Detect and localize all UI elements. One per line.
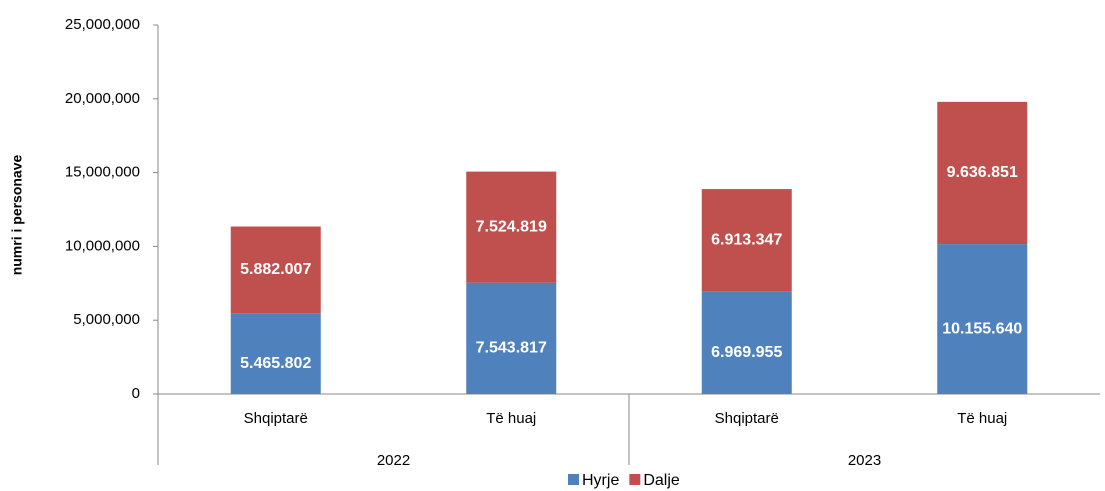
y-tick-label: 5,000,000 <box>73 311 140 328</box>
x-tick-label: Të huaj <box>957 410 1007 427</box>
bar-segment <box>937 101 1028 245</box>
data-label: 7.524.819 <box>476 218 547 235</box>
data-label: 5.465.802 <box>240 355 311 372</box>
data-label: 6.913.347 <box>711 231 782 248</box>
x-tick-label: Të huaj <box>486 410 536 427</box>
group-label: 2023 <box>848 452 881 469</box>
bar-segment <box>466 171 557 283</box>
bar-segment <box>230 226 321 314</box>
bar-segment <box>230 313 321 394</box>
bar-segment <box>701 189 792 292</box>
data-label: 7.543.817 <box>476 340 547 357</box>
x-tick-label: Shqiptarë <box>244 410 308 427</box>
x-tick-label: Shqiptarë <box>715 410 779 427</box>
data-label: 5.882.007 <box>240 261 311 278</box>
bar-segment <box>466 282 557 394</box>
group-label: 2022 <box>377 452 410 469</box>
legend-swatch <box>568 474 579 485</box>
bar-segment <box>701 291 792 394</box>
data-label: 6.969.955 <box>711 344 782 361</box>
data-label: 9.636.851 <box>947 164 1018 181</box>
data-label: 10.155.640 <box>942 320 1022 337</box>
legend-label: Hyrje <box>582 472 619 489</box>
legend-swatch <box>629 474 641 485</box>
y-tick-label: 15,000,000 <box>65 164 140 181</box>
legend-label: Dalje <box>643 472 680 489</box>
bar-segment <box>937 244 1028 394</box>
y-axis-label: numri i personave <box>9 154 25 275</box>
y-tick-label: 20,000,000 <box>65 90 140 107</box>
y-tick-label: 25,000,000 <box>65 16 140 33</box>
y-tick-label: 0 <box>132 385 140 402</box>
y-tick-label: 10,000,000 <box>65 237 140 254</box>
